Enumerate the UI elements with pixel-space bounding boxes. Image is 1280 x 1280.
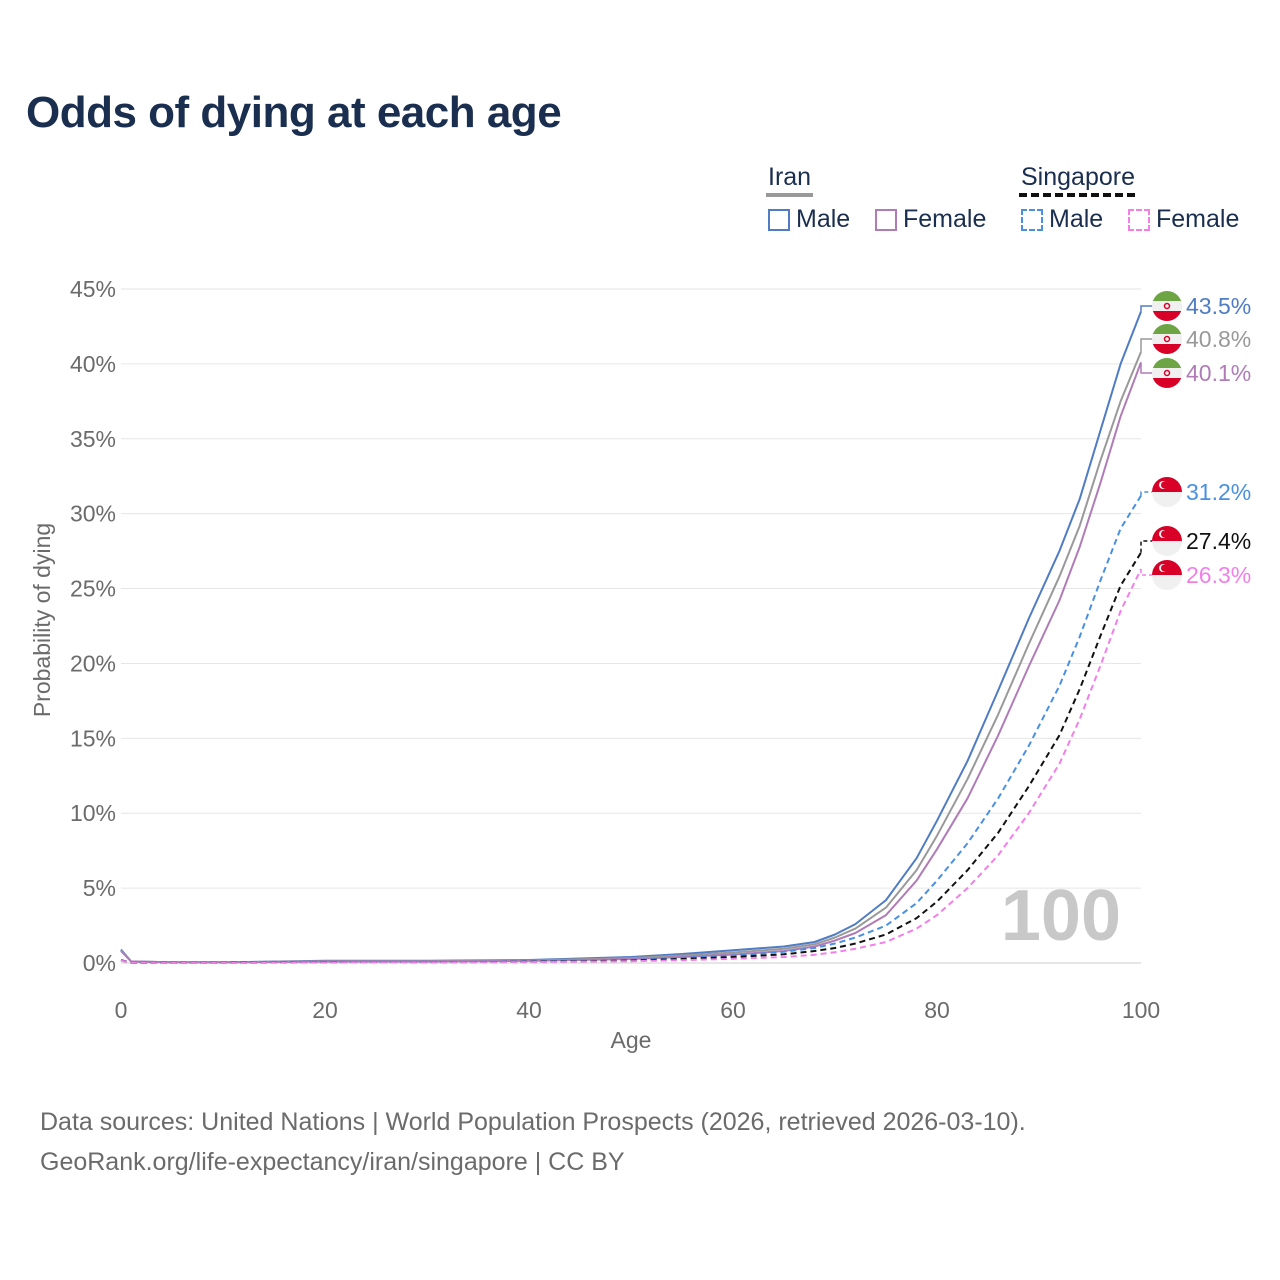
x-tick-label: 100 — [1122, 997, 1160, 1023]
legend-swatch-singapore-male — [1021, 208, 1043, 231]
x-tick-label: 0 — [115, 997, 128, 1023]
x-tick-label: 60 — [720, 997, 746, 1023]
y-axis-ticks: 0% 5% 10% 15% 20% 25% 30% 35% 40% 45% — [70, 276, 116, 976]
end-value-label: 26.3% — [1186, 562, 1251, 588]
end-value-label: 43.5% — [1186, 293, 1251, 319]
iran-flag-icon — [1152, 291, 1182, 321]
singapore-flag-icon — [1152, 526, 1182, 556]
label-leader — [1140, 305, 1155, 312]
legend-label: Male — [1049, 205, 1104, 233]
end-labels: 43.5% 40.8% 40.1% 31.2% 27.4% 26.3% — [1140, 291, 1251, 590]
end-value-label: 27.4% — [1186, 528, 1251, 554]
iran-flag-icon — [1152, 358, 1182, 388]
legend-item-singapore-male[interactable]: Male — [1021, 205, 1103, 234]
y-tick-label: 45% — [70, 276, 116, 302]
x-axis-title: Age — [611, 1027, 652, 1053]
legend-group-iran: Iran — [768, 163, 812, 191]
series-line — [120, 362, 1142, 964]
legend-label: Male — [796, 205, 851, 233]
label-leader — [1140, 362, 1155, 374]
x-axis-ticks: 0 20 40 60 80 100 — [115, 997, 1161, 1023]
label-leader — [1140, 540, 1155, 553]
y-tick-label: 40% — [70, 351, 116, 377]
series-line — [120, 495, 1142, 964]
x-tick-label: 80 — [924, 997, 950, 1023]
footer-link[interactable]: GeoRank.org/life-expectancy/iran/singapo… — [40, 1148, 625, 1176]
x-tick-label: 20 — [312, 997, 338, 1023]
singapore-flag-icon — [1152, 560, 1182, 590]
legend-item-iran-female[interactable]: Female — [875, 205, 986, 234]
series-line — [120, 351, 1142, 964]
series-lines — [120, 311, 1142, 964]
chart-title: Odds of dying at each age — [26, 88, 562, 137]
legend-label: Female — [1156, 205, 1240, 233]
y-tick-label: 15% — [70, 725, 116, 751]
y-tick-label: 35% — [70, 426, 116, 452]
legend-group-singapore: Singapore — [1021, 163, 1135, 191]
legend-swatch-iran-male — [768, 208, 790, 231]
end-value-label: 40.1% — [1186, 360, 1251, 386]
end-value-label: 40.8% — [1186, 326, 1251, 352]
y-tick-label: 0% — [83, 950, 116, 976]
series-line — [120, 311, 1142, 964]
singapore-flag-icon — [1152, 477, 1182, 507]
y-axis-title: Probability of dying — [29, 523, 55, 717]
x-tick-label: 40 — [516, 997, 542, 1023]
legend-item-singapore-female[interactable]: Female — [1128, 205, 1239, 234]
iran-flag-icon — [1152, 324, 1182, 354]
label-leader — [1140, 569, 1155, 576]
legend-line-iran — [766, 193, 813, 197]
y-tick-label: 20% — [70, 650, 116, 676]
label-leader — [1140, 491, 1155, 496]
age-watermark: 100 — [1001, 876, 1121, 956]
y-tick-label: 5% — [83, 875, 116, 901]
legend-swatch-singapore-female — [1128, 208, 1150, 231]
legend-line-singapore — [1019, 193, 1135, 197]
grid-lines — [121, 288, 1141, 964]
series-line — [120, 568, 1142, 964]
legend-label: Female — [903, 205, 987, 233]
footer-sources: Data sources: United Nations | World Pop… — [40, 1108, 1026, 1136]
legend-swatch-iran-female — [875, 208, 897, 231]
y-tick-label: 10% — [70, 800, 116, 826]
y-tick-label: 25% — [70, 576, 116, 602]
end-value-label: 31.2% — [1186, 479, 1251, 505]
legend-item-iran-male[interactable]: Male — [768, 205, 850, 234]
y-tick-label: 30% — [70, 501, 116, 527]
label-leader — [1140, 338, 1155, 352]
